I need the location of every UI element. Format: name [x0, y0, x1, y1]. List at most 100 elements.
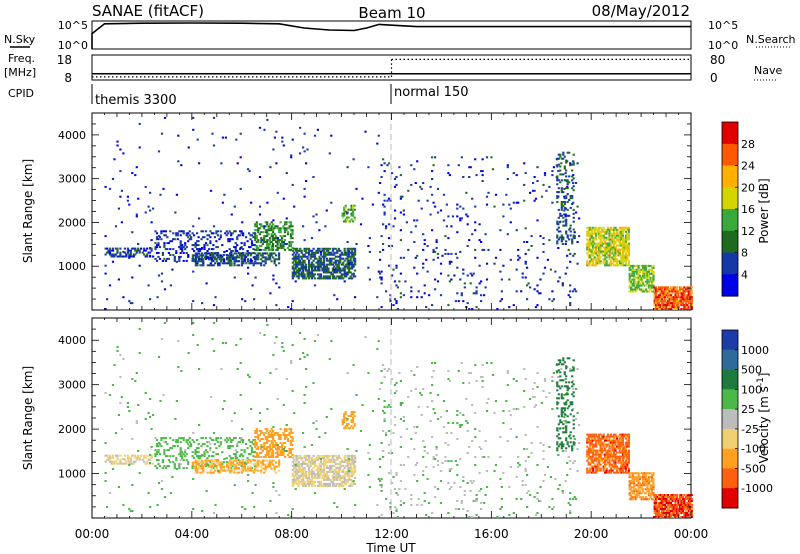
power-echo-point — [447, 172, 450, 175]
power-echo-point — [302, 273, 305, 276]
power-echo-point — [339, 259, 342, 262]
velocity-echo-point — [607, 471, 610, 474]
velocity-echo-point — [608, 451, 611, 454]
power-echo-point — [175, 234, 178, 237]
velocity-echo-point — [621, 439, 624, 442]
power-echo-point — [659, 288, 662, 291]
power-echo-point — [289, 235, 293, 238]
velocity-echo-point — [230, 467, 233, 470]
power-echo-point — [257, 231, 260, 234]
power-echo-point — [225, 234, 228, 237]
power-echo-point — [595, 244, 598, 247]
velocity-echo-point — [129, 462, 132, 465]
power-echo-point — [216, 230, 219, 233]
power-echo-point — [255, 235, 258, 238]
power-echo-point — [343, 269, 346, 272]
power-echo-point — [255, 254, 258, 257]
velocity-echo-point — [653, 500, 656, 502]
power-echo-point — [598, 232, 601, 235]
velocity-echo-point — [345, 480, 348, 483]
velocity-echo-point — [646, 482, 649, 485]
velocity-echo-point — [626, 455, 629, 458]
power-echo-point — [325, 271, 328, 274]
power-echo-point — [595, 260, 598, 263]
power-echo-point — [560, 236, 563, 239]
velocity-echo-point — [343, 415, 346, 418]
power-echo-point — [644, 290, 648, 293]
power-echo-point — [233, 205, 236, 208]
velocity-echo-point — [653, 502, 656, 504]
velocity-echo-point — [658, 496, 661, 498]
power-echo-point — [671, 306, 674, 309]
power-echo-point — [669, 306, 673, 309]
power-echo-point — [647, 264, 651, 267]
velocity-echo-point — [630, 488, 633, 491]
velocity-echo-point — [315, 476, 318, 479]
velocity-echo-point — [658, 502, 661, 504]
power-echo-point — [137, 243, 140, 245]
power-echo-point — [266, 241, 269, 243]
power-echo-point — [131, 276, 134, 279]
velocity-echo-point — [617, 461, 620, 464]
power-echo-point — [595, 228, 598, 231]
power-echo-point — [267, 229, 270, 232]
power-echo-point — [197, 244, 200, 247]
power-echo-point — [462, 207, 465, 210]
power-echo-point — [383, 205, 386, 208]
velocity-echo-point — [296, 468, 299, 471]
power-echo-point — [306, 257, 309, 260]
velocity-echo-point — [592, 453, 595, 456]
velocity-echo-point — [291, 468, 294, 471]
velocity-echo-point — [615, 455, 619, 458]
power-echo-point — [609, 232, 613, 235]
power-echo-point — [209, 254, 212, 256]
velocity-echo-point — [279, 436, 282, 438]
velocity-echo-point — [225, 437, 228, 440]
power-echo-point — [420, 296, 423, 299]
power-echo-point — [237, 256, 241, 259]
power-echo-point — [537, 292, 541, 295]
power-echo-point — [173, 259, 176, 262]
power-echo-point — [278, 262, 281, 265]
velocity-echo-point — [212, 455, 215, 458]
velocity-echo-point — [157, 463, 160, 466]
velocity-echo-point — [258, 434, 261, 436]
velocity-echo-point — [239, 461, 242, 464]
power-echo-point — [264, 247, 267, 249]
velocity-echo-point — [322, 478, 326, 481]
power-echo-point — [647, 270, 651, 273]
velocity-echo-point — [611, 453, 614, 456]
velocity-echo-point — [312, 480, 315, 483]
power-echo-point — [590, 236, 593, 239]
power-echo-point — [377, 134, 380, 137]
power-echo-point — [328, 251, 331, 254]
power-echo-point — [589, 236, 592, 239]
power-echo-point — [215, 252, 218, 255]
power-echo-point — [342, 273, 345, 276]
velocity-echo-point — [331, 454, 334, 457]
power-echo-point — [302, 265, 305, 268]
power-echo-point — [339, 255, 342, 258]
velocity-echo-point — [614, 457, 617, 460]
power-echo-point — [640, 278, 643, 281]
power-echo-point — [289, 233, 293, 236]
power-echo-point — [628, 268, 631, 271]
power-echo-point — [683, 294, 686, 297]
velocity-echo-point — [321, 456, 324, 459]
velocity-echo-point — [598, 461, 601, 464]
power-echo-point — [300, 275, 303, 278]
velocity-echo-point — [595, 439, 598, 442]
velocity-echo-point — [193, 441, 196, 444]
velocity-echo-point — [643, 476, 646, 479]
power-echo-point — [270, 248, 273, 251]
velocity-echo-point — [652, 474, 655, 477]
velocity-echo-point — [126, 454, 129, 457]
velocity-echo-point — [255, 465, 258, 468]
velocity-echo-point — [267, 454, 270, 456]
velocity-echo-point — [592, 439, 595, 442]
velocity-echo-point — [248, 453, 251, 456]
power-echo-point — [181, 230, 184, 233]
velocity-echo-point — [289, 442, 293, 444]
power-echo-point — [311, 251, 314, 254]
power-echo-point — [343, 214, 346, 217]
